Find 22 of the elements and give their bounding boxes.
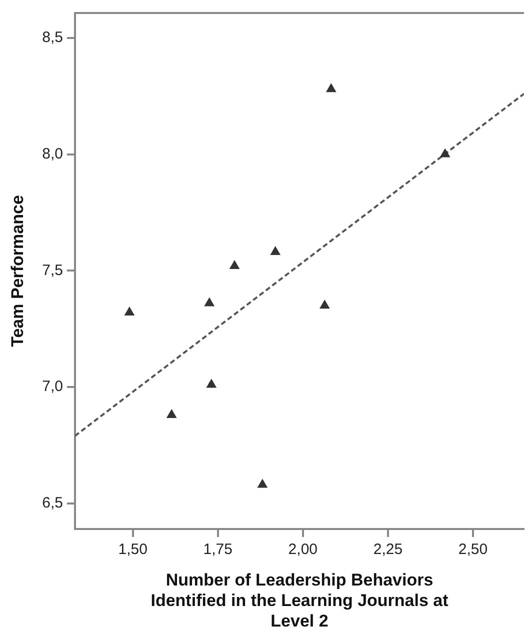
point xyxy=(258,479,268,488)
point xyxy=(166,409,176,418)
point xyxy=(230,260,240,269)
point xyxy=(326,84,336,92)
x-tick-label: 2,25 xyxy=(373,541,403,558)
y-tick-label: 7,0 xyxy=(42,378,63,396)
x-tick-label: 1,75 xyxy=(203,541,232,558)
y-tick-label: 8,0 xyxy=(42,145,63,162)
x-tick-label: 1,50 xyxy=(118,541,148,558)
point xyxy=(204,298,214,306)
y-axis-title: Team Performance xyxy=(8,195,27,347)
x-tick-label: 2,50 xyxy=(458,541,488,558)
point xyxy=(206,379,216,388)
x-axis-title: Number of Leadership Behaviors Identified in the Learning Journals at Level 2 xyxy=(150,570,449,630)
y-tick-label: 6,5 xyxy=(42,494,63,512)
point xyxy=(440,148,450,158)
point xyxy=(124,307,134,316)
point xyxy=(320,300,330,309)
point xyxy=(270,246,280,256)
y-tick-label: 7,5 xyxy=(42,262,63,279)
x-tick-label: 2,00 xyxy=(288,541,318,558)
y-tick-label: 8,5 xyxy=(42,29,63,46)
